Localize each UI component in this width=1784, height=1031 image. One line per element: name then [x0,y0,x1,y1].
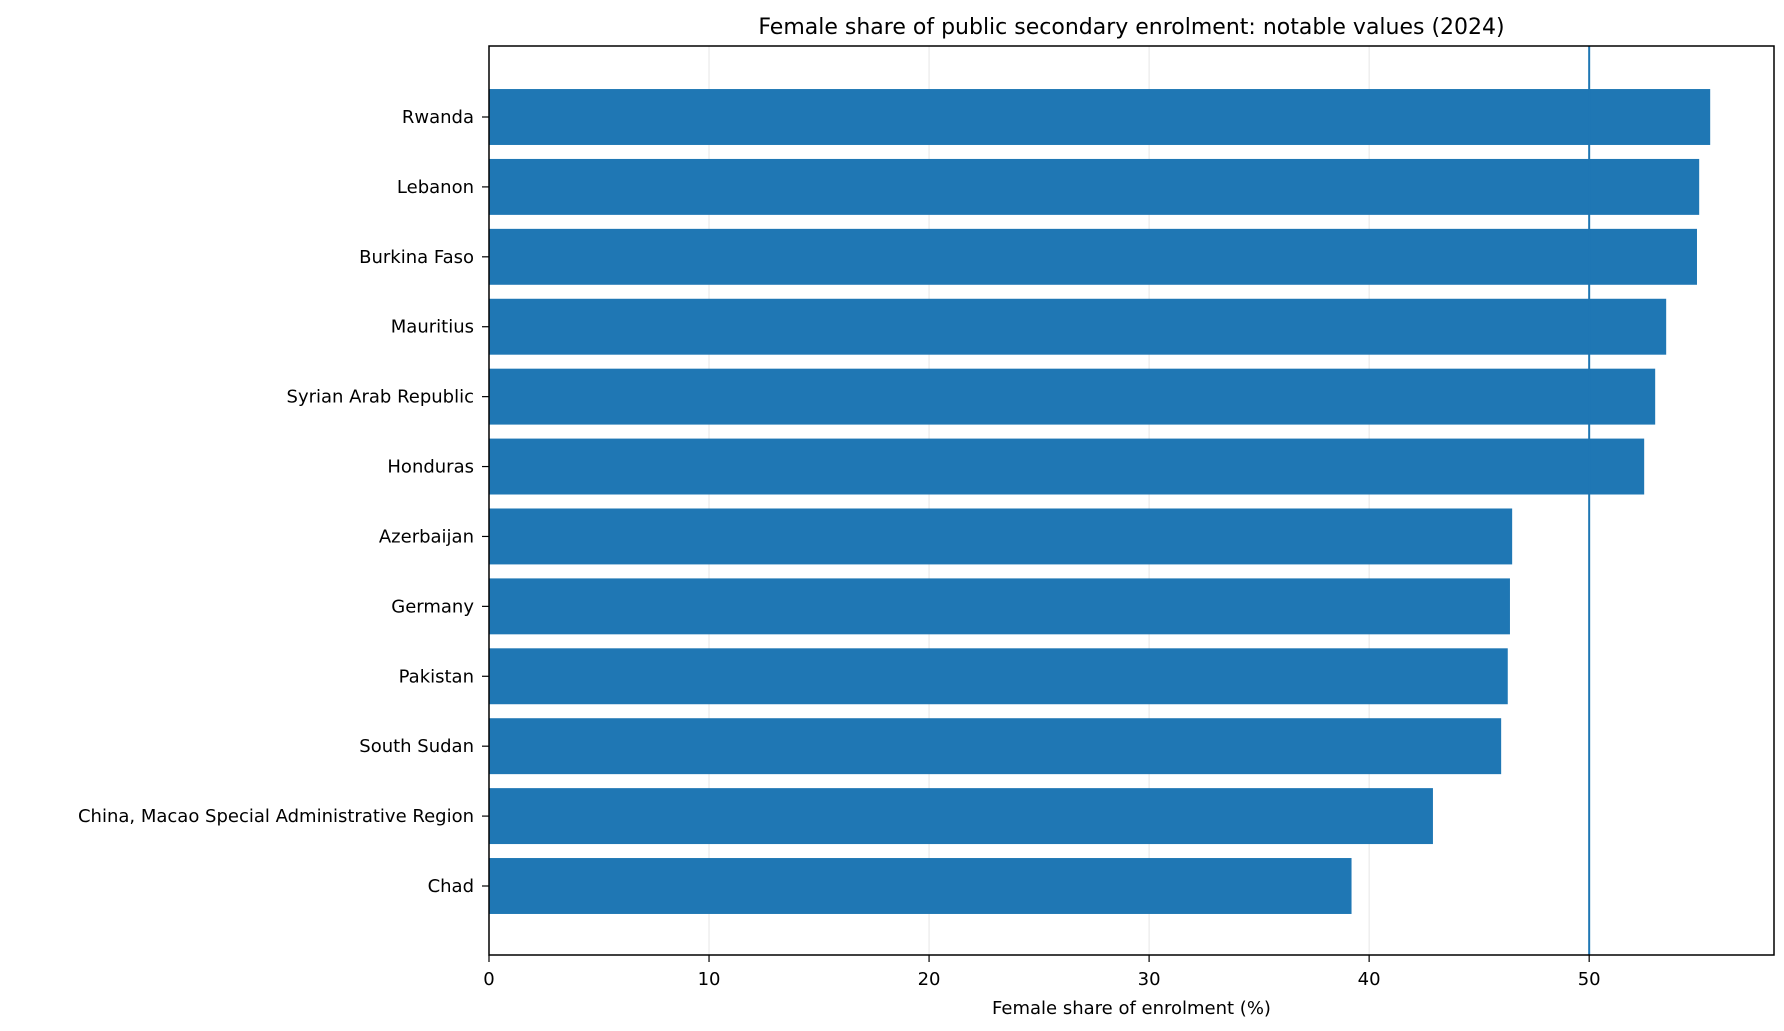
bar [489,368,1656,425]
y-tick-label: Syrian Arab Republic [287,387,474,408]
y-tick-label: Azerbaijan [379,526,474,547]
bar [489,298,1667,355]
bar [489,648,1508,705]
y-tick-label: Burkina Faso [359,247,474,268]
y-tick-label: Pakistan [399,666,474,687]
x-tick-label: 20 [918,969,941,990]
bar [489,718,1502,775]
bar [489,578,1510,635]
y-tick-label: Rwanda [402,107,474,128]
bar [489,158,1700,215]
bar [489,788,1433,845]
x-tick-label: 30 [1138,969,1161,990]
bar [489,438,1645,495]
text-layer: Female share of public secondary enrolme… [78,15,1601,1019]
bar-layer [489,89,1711,914]
y-tick-label: Mauritius [391,317,474,338]
y-tick-label: Honduras [387,457,474,478]
plot-frame [488,45,1775,956]
y-tick-label: South Sudan [359,736,474,757]
bar [489,508,1513,565]
chart-title: Female share of public secondary enrolme… [758,15,1504,40]
y-tick-label: Chad [428,876,474,897]
x-axis-label: Female share of enrolment (%) [992,998,1271,1019]
bar [489,858,1352,914]
x-tick-label: 0 [483,969,494,990]
y-tick-label: China, Macao Special Administrative Regi… [78,806,474,827]
x-tick-label: 10 [698,969,721,990]
y-tick-label: Germany [391,596,474,617]
y-tick-label: Lebanon [397,177,474,198]
x-tick-label: 40 [1358,969,1381,990]
bar [489,89,1711,145]
bar [489,228,1697,285]
x-tick-label: 50 [1578,969,1601,990]
axis-layer [482,45,1775,962]
